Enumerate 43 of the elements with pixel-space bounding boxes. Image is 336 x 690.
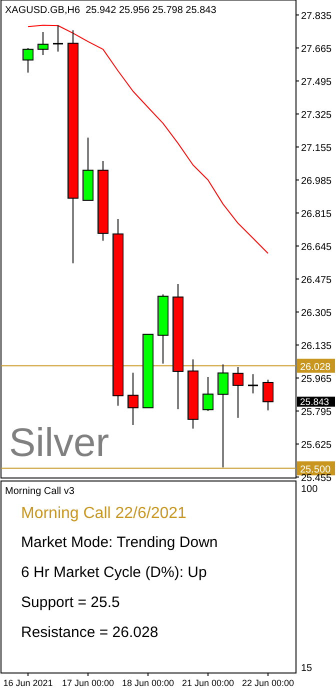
y-tick-label: 26.305: [301, 308, 332, 319]
text: XAGUSD.GB,H6 25.942 25.956 25.798 25.843: [5, 5, 217, 16]
text: 15: [301, 663, 313, 674]
y-tick-label: 26.645: [301, 242, 332, 253]
category-label: 17 Jun 00:00: [62, 678, 114, 688]
text: 100: [301, 484, 318, 495]
ref-line-label: 25.500: [300, 464, 332, 476]
y-tick-label: 25.965: [301, 374, 332, 386]
category-label: 22 Jun 00:00: [242, 678, 294, 688]
candlestick: [202, 376, 214, 412]
text: Resistance = 26.028: [21, 624, 158, 641]
y-tick-label: 26.985: [301, 176, 332, 187]
text: Support = 25.5: [21, 594, 120, 611]
text: Morning Call 22/6/2021: [21, 505, 187, 522]
ref-line-label: 26.028: [300, 362, 332, 373]
text: 25.843: [300, 397, 330, 408]
y-tick-label: 27.155: [301, 142, 332, 154]
category-label: 16 Jun 2021: [3, 678, 53, 688]
candlestick: [262, 379, 274, 411]
candlestick: [22, 47, 34, 74]
text: 6 Hr Market Cycle (D%): Up: [21, 564, 207, 581]
candlestick: [218, 364, 228, 468]
candlestick: [232, 366, 244, 418]
y-tick-label: 25.625: [301, 440, 332, 452]
y-tick-label: 27.495: [301, 76, 332, 88]
candlestick: [38, 32, 48, 56]
y-tick-label: 26.475: [301, 274, 332, 286]
y-tick-label: 27.325: [301, 110, 332, 121]
candlestick: [128, 372, 138, 426]
y-tick-label: 25.455: [301, 473, 332, 484]
category-label: 18 Jun 00:00: [122, 678, 174, 688]
y-tick-label: 25.795: [301, 407, 332, 418]
y-tick-label: 26.815: [301, 208, 332, 220]
annotation: Silver: [9, 421, 110, 465]
text: Market Mode: Trending Down: [21, 534, 218, 551]
line-series: [28, 24, 268, 254]
y-tick-label: 27.665: [301, 44, 332, 55]
text: Morning Call v3: [5, 486, 75, 497]
candlestick: [52, 24, 64, 52]
y-tick-label: 27.835: [301, 10, 332, 22]
y-tick-label: 26.135: [301, 341, 332, 352]
category-label: 21 Jun 00:00: [182, 678, 234, 688]
candlestick: [247, 374, 259, 394]
